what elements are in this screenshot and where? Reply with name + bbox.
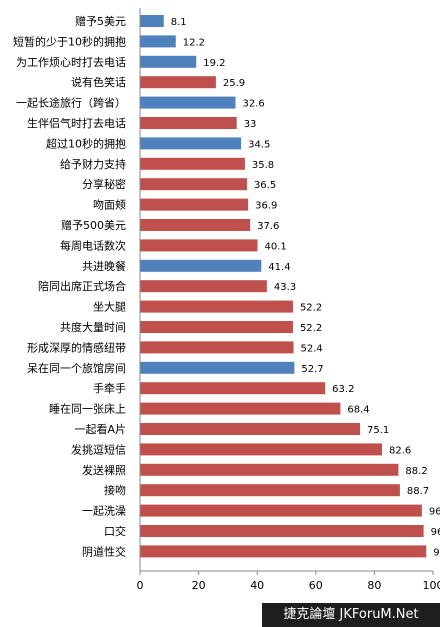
x-tick-label: 20 (192, 579, 206, 592)
category-labels-layer: 赠予5美元短暂的少于10秒的拥抱为工作烦心时打去电话说有色笑话一起长途旅行（跨省… (13, 14, 126, 558)
value-label: 88.7 (407, 486, 429, 497)
category-label: 发挑逗短信 (71, 442, 126, 456)
value-label: 82.6 (389, 445, 411, 456)
bar (140, 55, 197, 68)
category-label: 超过10秒的拥抱 (46, 136, 126, 150)
bar (140, 280, 267, 293)
category-label: 赠予500美元 (61, 218, 126, 232)
category-label: 睡在同一张床上 (49, 402, 126, 416)
bar (140, 525, 424, 537)
value-label: 36.5 (254, 180, 276, 191)
bar (140, 96, 236, 109)
bar (140, 178, 247, 191)
bars-layer (140, 15, 427, 558)
bar (140, 463, 399, 476)
value-label: 75.1 (367, 425, 389, 436)
category-label: 吻面颊 (93, 199, 126, 212)
bar (140, 15, 164, 27)
category-label: 接吻 (104, 484, 126, 497)
bar (140, 484, 400, 497)
value-label: 33 (244, 119, 257, 130)
category-label: 赠予5美元 (75, 14, 126, 28)
category-label: 阴道性交 (82, 544, 126, 558)
bar (140, 137, 242, 150)
category-label: 陪同出席正式场合 (38, 279, 126, 293)
category-label: 为工作烦心时打去电话 (16, 55, 126, 69)
value-label: 12.2 (183, 37, 205, 48)
value-label: 36.9 (255, 201, 277, 212)
bar (140, 259, 262, 272)
value-label: 34.5 (248, 139, 270, 150)
category-label: 一起长途旅行（跨省） (16, 96, 126, 110)
value-label: 97.7 (433, 547, 440, 558)
category-label: 手牵手 (93, 381, 126, 395)
value-label: 52.2 (300, 323, 322, 334)
category-label: 给予财力支持 (60, 157, 126, 171)
bar (140, 402, 341, 415)
bar (140, 219, 251, 231)
x-tick-label: 0 (137, 579, 144, 592)
value-label: 52.7 (301, 364, 323, 375)
x-tick-label: 100 (423, 579, 440, 592)
category-label: 发送裸照 (82, 463, 126, 477)
bar (140, 76, 216, 89)
value-label: 52.2 (300, 303, 322, 314)
category-label: 一起看A片 (74, 422, 126, 436)
value-label: 41.4 (268, 262, 290, 273)
x-axis: 0 20 40 60 80 100 (137, 8, 440, 592)
value-label: 8.1 (171, 17, 187, 28)
category-label: 共度大量时间 (60, 320, 126, 334)
category-label: 短暂的少于10秒的拥抱 (13, 34, 126, 48)
category-label: 每周电话数次 (60, 238, 126, 252)
value-label: 96.2 (429, 507, 440, 518)
category-label: 分享秘密 (82, 177, 126, 191)
value-label: 25.9 (223, 78, 245, 89)
value-label: 37.6 (257, 221, 279, 232)
bar (140, 117, 237, 129)
category-label: 口交 (104, 524, 126, 538)
value-label: 43.3 (274, 282, 296, 293)
value-labels-layer: 8.1 12.2 19.2 25.9 32.6 33 34.5 35.8 36.5 36.9 37.… (171, 17, 440, 558)
category-label: 形成深厚的情感纽带 (27, 340, 126, 354)
bar (140, 443, 383, 456)
value-label: 52.4 (301, 343, 323, 354)
x-tick-label: 60 (309, 579, 323, 592)
category-label: 说有色笑话 (71, 75, 126, 89)
value-label: 35.8 (252, 160, 274, 171)
x-tick-label: 40 (250, 579, 264, 592)
bar (140, 545, 427, 558)
value-label: 63.2 (332, 384, 354, 395)
category-label: 共进晚餐 (82, 259, 126, 273)
bar (140, 341, 294, 354)
bar (140, 198, 249, 211)
bar (140, 35, 176, 48)
bar (140, 361, 295, 374)
category-label: 呆在同一个旅馆房间 (27, 361, 126, 375)
watermark: 捷克論壇 JKForuM.Net (262, 603, 440, 627)
value-label: 88.2 (405, 466, 427, 477)
bar (140, 321, 293, 333)
bar (140, 504, 422, 517)
value-label: 32.6 (243, 99, 265, 110)
value-label: 68.4 (347, 405, 369, 416)
x-tick-label: 80 (367, 579, 381, 592)
bar (140, 300, 293, 313)
category-label: 生伴侣气时打去电话 (27, 116, 126, 130)
category-label: 坐大腿 (93, 300, 126, 314)
value-label: 40.1 (264, 241, 286, 252)
bar (140, 382, 326, 395)
bar (140, 239, 258, 252)
value-label: 96.8 (431, 527, 440, 538)
bar (140, 157, 245, 170)
bar (140, 423, 361, 435)
category-label: 一起洗澡 (82, 505, 126, 518)
value-label: 19.2 (203, 58, 225, 69)
